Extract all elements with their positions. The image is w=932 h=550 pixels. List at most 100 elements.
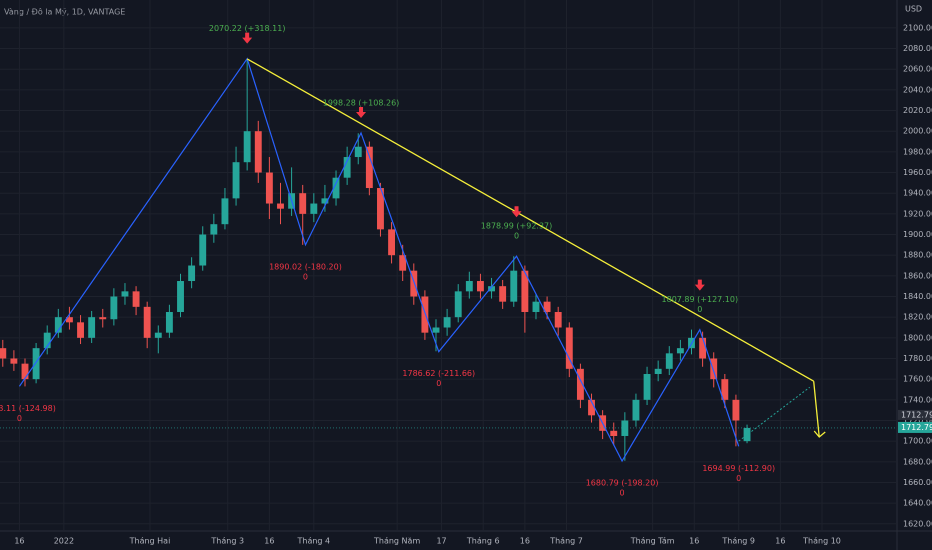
y-tick-label: 1880.00 (903, 251, 932, 260)
candle-body (521, 270, 529, 313)
candle-body (310, 203, 318, 214)
candle-body (243, 131, 251, 163)
candle-body (665, 353, 673, 369)
y-tick-label: 2000.00 (903, 127, 932, 136)
candle-body (254, 131, 262, 173)
y-tick-label: 1700.00 (903, 437, 932, 446)
x-tick-label: 16 (14, 537, 24, 546)
candle-body (343, 157, 351, 178)
y-tick-label: 1960.00 (903, 168, 932, 177)
candle-body (221, 198, 229, 225)
y-tick-label: 1860.00 (903, 271, 932, 280)
candle-body (565, 327, 573, 369)
candle-body (210, 224, 218, 235)
pivot-zero: 0 (620, 488, 625, 497)
y-tick-label: 1620.00 (903, 519, 932, 528)
candle-body (10, 358, 18, 364)
chart-title: Vàng / Đô la Mỹ, 1D, VANTAGE (4, 7, 125, 17)
candle-body (354, 146, 362, 158)
candle-body (77, 322, 84, 338)
plot-area (0, 0, 897, 530)
candle-body (510, 270, 518, 302)
y-tick-label: 2100.00 (903, 23, 932, 32)
candle-body (377, 188, 384, 230)
x-tick-label: 16 (775, 537, 785, 546)
pivot-zero: 0 (436, 379, 441, 388)
y-tick-label: 1840.00 (903, 292, 932, 301)
candle-body (699, 337, 707, 359)
candle-body (421, 296, 429, 333)
candle-body (488, 286, 495, 292)
candle-body (54, 317, 62, 333)
x-tick-label: Tháng 10 (802, 537, 841, 546)
candle-body (165, 312, 173, 333)
y-tick-label: 2020.00 (903, 106, 932, 115)
candle-body (676, 348, 684, 354)
y-tick-label: 1660.00 (903, 478, 932, 487)
y-tick-label: 1740.00 (903, 395, 932, 404)
candle-body (177, 281, 184, 313)
candle-body (0, 348, 7, 359)
candle-body (88, 317, 96, 338)
pivot-label: 1807.89 (+127.10) (662, 295, 739, 304)
candle-body (321, 198, 329, 204)
candle-body (65, 317, 73, 323)
x-tick-label: Tháng Hai (129, 537, 171, 546)
candle-body (232, 162, 240, 199)
pivot-zero: 0 (736, 474, 741, 483)
candle-body (188, 265, 196, 282)
x-tick-label: Tháng 4 (296, 537, 330, 546)
candle-body (410, 270, 418, 297)
x-tick-label: 2022 (54, 537, 74, 546)
pivot-label: 1998.28 (+108.26) (323, 98, 400, 107)
x-tick-label: Tháng 3 (210, 537, 244, 546)
candle-body (132, 291, 140, 307)
x-tick-label: 16 (520, 537, 530, 546)
candle-body (588, 399, 595, 416)
candle-body (399, 255, 407, 271)
y-tick-label: 1640.00 (903, 499, 932, 508)
candle-body (299, 193, 307, 214)
projection-arrow (813, 381, 826, 438)
candle-body (721, 379, 729, 400)
pivot-label: 1753.11 (-124.98) (0, 404, 56, 413)
candle-body (443, 317, 451, 328)
pivot-arrow (694, 279, 705, 291)
candle-body (32, 348, 40, 380)
y-tick-label: 1780.00 (903, 354, 932, 363)
zigzag-line (18, 57, 740, 463)
candle-body (610, 430, 618, 436)
candle-body (632, 399, 640, 421)
y-tick-label: 1760.00 (903, 375, 932, 384)
pivot-arrow (511, 206, 522, 218)
y-tick-label: 1920.00 (903, 209, 932, 218)
candle-body (154, 332, 162, 338)
candle-body (476, 281, 484, 292)
candle-body (110, 296, 118, 320)
y-tick-label: 1800.00 (903, 333, 932, 342)
pivot-arrow (242, 32, 253, 44)
x-tick-label: 16 (689, 537, 699, 546)
y-tick-label: 2080.00 (903, 44, 932, 53)
projection-dotted (738, 386, 810, 442)
pivot-label: 2070.22 (+318.11) (209, 24, 286, 33)
candle-body (143, 306, 151, 338)
price-tag (898, 421, 932, 433)
candle-body (710, 358, 718, 380)
candle-body (654, 368, 662, 374)
candle-body (277, 203, 284, 209)
candle-body (732, 399, 740, 421)
pivot-label: 1680.79 (-198.20) (586, 478, 659, 487)
candle-body (21, 363, 29, 380)
x-tick-label: Tháng 7 (549, 537, 583, 546)
trend-line (246, 58, 815, 382)
candle-body (121, 291, 129, 297)
candle-body (432, 327, 440, 333)
price-tag (898, 409, 932, 420)
candle-body (332, 177, 340, 199)
pivot-zero: 0 (514, 232, 519, 241)
y-tick-label: 2060.00 (903, 65, 932, 74)
candle-body (576, 368, 584, 400)
candle-body (388, 229, 396, 256)
